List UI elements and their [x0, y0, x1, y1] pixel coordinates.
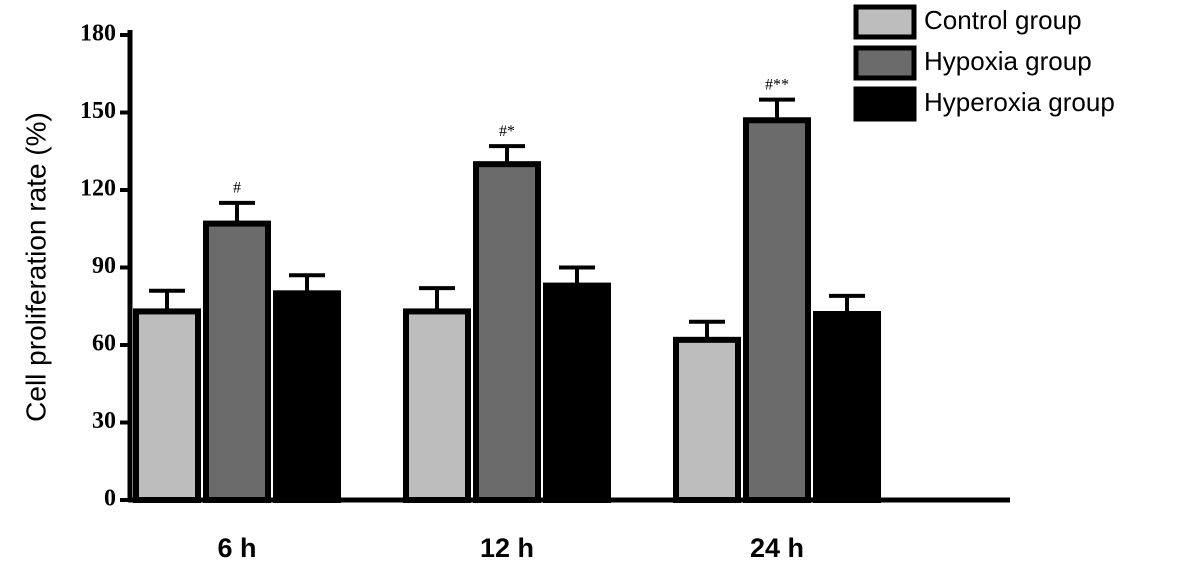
- annotation: #**: [765, 76, 789, 93]
- y-tick-label: 120: [80, 176, 116, 202]
- y-tick-label: 180: [80, 21, 116, 47]
- bar: [813, 311, 881, 503]
- legend-label: Control group: [924, 5, 1082, 35]
- y-tick-label: 150: [80, 98, 116, 124]
- x-tick-label: 6 h: [217, 533, 256, 563]
- x-tick-label: 12 h: [480, 533, 534, 563]
- bar: [403, 308, 471, 503]
- legend-label: Hyperoxia group: [924, 87, 1115, 117]
- bar: [133, 308, 201, 503]
- bar: [203, 220, 271, 503]
- y-tick-label: 30: [92, 408, 116, 434]
- legend-label: Hypoxia group: [924, 46, 1092, 76]
- annotation: #: [233, 180, 241, 197]
- bar: [743, 117, 811, 503]
- legend-swatch: [853, 86, 917, 122]
- annotation: #*: [499, 123, 515, 140]
- bar: [473, 161, 541, 504]
- y-axis-title: Cell proliferation rate (%): [20, 112, 51, 422]
- y-tick-label: 60: [92, 331, 116, 357]
- legend-swatch: [853, 45, 917, 81]
- bar: [273, 290, 341, 504]
- bar: [543, 282, 611, 504]
- x-tick-label: 24 h: [750, 533, 804, 563]
- legend-swatch: [853, 4, 917, 40]
- y-tick-label: 90: [92, 253, 116, 279]
- bar: [673, 336, 741, 504]
- y-tick-label: 0: [104, 486, 116, 512]
